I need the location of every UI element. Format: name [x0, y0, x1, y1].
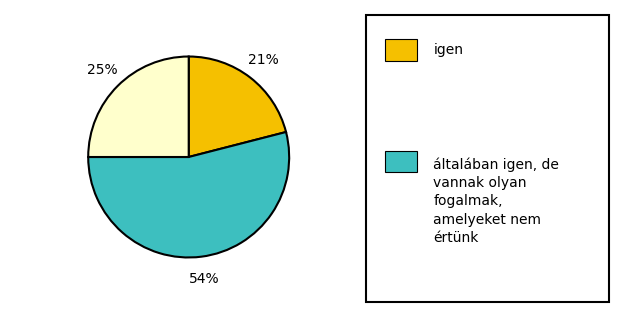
Wedge shape — [189, 57, 286, 157]
Text: általában igen, de
vannak olyan
fogalmak,
amelyeket nem
értünk: általában igen, de vannak olyan fogalmak… — [433, 157, 559, 245]
Text: 25%: 25% — [87, 63, 118, 77]
Bar — [385, 40, 417, 61]
Text: 21%: 21% — [248, 53, 279, 67]
Text: 54%: 54% — [189, 272, 220, 286]
FancyBboxPatch shape — [366, 15, 610, 302]
Wedge shape — [88, 132, 289, 257]
Text: igen: igen — [433, 43, 464, 57]
Wedge shape — [88, 57, 189, 157]
Bar — [385, 151, 417, 172]
